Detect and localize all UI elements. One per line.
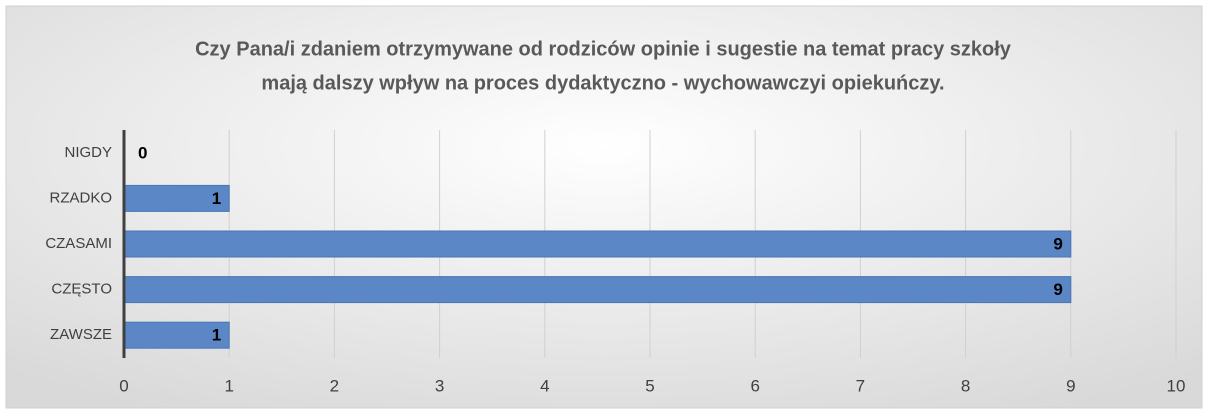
chart-title: Czy Pana/i zdaniem otrzymywane od rodzic… — [195, 38, 1012, 60]
x-tick-label: 4 — [540, 376, 549, 395]
bar — [123, 184, 230, 212]
y-tick-label: CZASAMI — [45, 235, 112, 252]
x-tick-label: 5 — [645, 376, 654, 395]
x-tick-label: 1 — [224, 376, 233, 395]
y-tick-label: CZĘSTO — [51, 281, 112, 298]
data-label: 9 — [1053, 280, 1062, 299]
chart-title: mają dalszy wpływ na proces dydaktyczno … — [261, 72, 944, 94]
data-label: 1 — [212, 326, 221, 345]
data-label: 1 — [212, 189, 221, 208]
y-tick-label: ZAWSZE — [50, 326, 112, 343]
x-tick-label: 9 — [1066, 376, 1075, 395]
x-tick-label: 10 — [1167, 376, 1186, 395]
x-tick-label: 6 — [750, 376, 759, 395]
data-label: 9 — [1053, 234, 1062, 253]
x-tick-label: 3 — [435, 376, 444, 395]
x-tick-label: 2 — [330, 376, 339, 395]
bar — [123, 276, 1072, 304]
x-tick-label: 0 — [119, 376, 128, 395]
bar — [123, 230, 1072, 258]
data-label: 0 — [138, 143, 147, 162]
y-tick-label: NIGDY — [64, 144, 112, 161]
x-tick-label: 8 — [961, 376, 970, 395]
y-tick-label: RZADKO — [49, 189, 112, 206]
x-tick-label: 7 — [856, 376, 865, 395]
